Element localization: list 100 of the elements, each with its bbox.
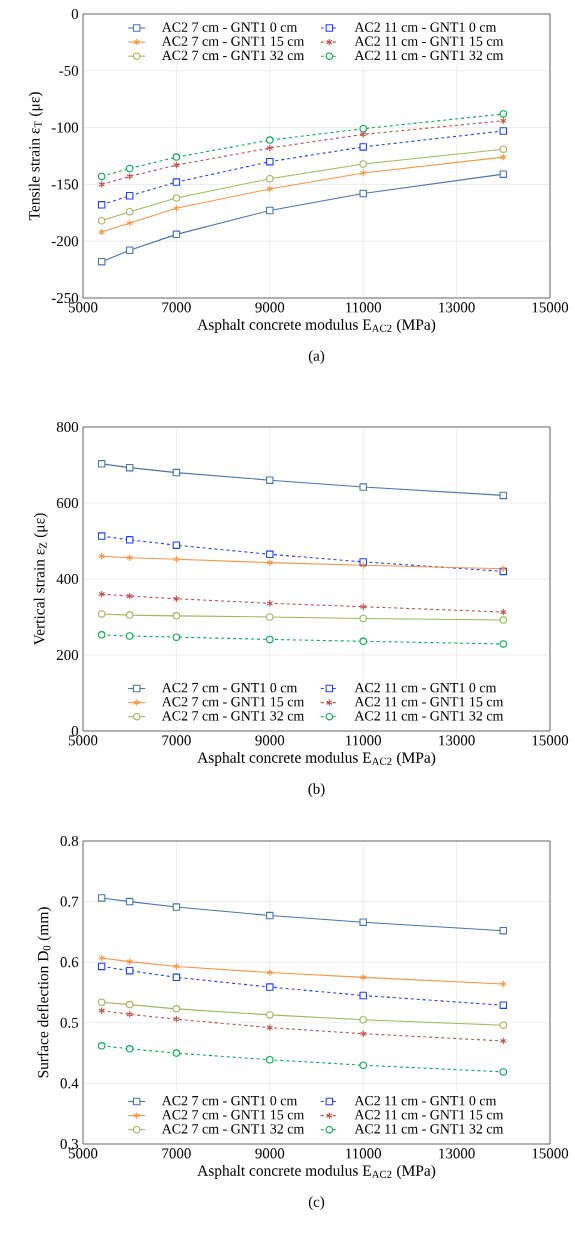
point bbox=[266, 558, 274, 567]
point bbox=[172, 153, 181, 161]
point bbox=[173, 161, 180, 169]
point bbox=[266, 613, 274, 621]
point bbox=[173, 555, 180, 563]
legend-label: AC2 11 cm - GNT1 15 cm bbox=[354, 36, 504, 46]
point bbox=[172, 1049, 181, 1057]
x-tick-label: 9000 bbox=[255, 735, 285, 746]
text: (b) bbox=[308, 783, 325, 797]
point bbox=[266, 136, 274, 144]
point bbox=[126, 553, 134, 562]
point bbox=[97, 216, 106, 225]
point bbox=[125, 463, 134, 472]
point bbox=[499, 117, 507, 125]
point bbox=[172, 633, 181, 641]
point bbox=[98, 552, 105, 560]
y-tick-label: 0.6 bbox=[60, 957, 79, 968]
y-axis-title: Vertical strain ε$_{Z}$ (με) bbox=[33, 513, 48, 646]
point bbox=[98, 228, 105, 236]
point bbox=[499, 640, 508, 648]
point bbox=[499, 170, 508, 178]
point bbox=[125, 207, 134, 216]
point bbox=[97, 894, 106, 902]
point bbox=[499, 1037, 507, 1045]
point bbox=[266, 635, 274, 644]
point bbox=[126, 1010, 134, 1019]
y-tick-label: -150 bbox=[51, 179, 79, 190]
point bbox=[97, 998, 106, 1006]
x-tick-label: 11000 bbox=[346, 1148, 382, 1159]
point bbox=[359, 561, 367, 570]
point bbox=[98, 1006, 105, 1015]
y-tick-label: 0.5 bbox=[60, 1017, 79, 1028]
point bbox=[172, 541, 181, 549]
point bbox=[97, 1042, 106, 1050]
point bbox=[499, 616, 508, 624]
point bbox=[359, 143, 367, 151]
point bbox=[125, 1045, 134, 1053]
point bbox=[359, 918, 367, 926]
point bbox=[172, 612, 181, 620]
x-tick-label: 13000 bbox=[439, 302, 475, 313]
point bbox=[266, 1056, 274, 1064]
point bbox=[125, 246, 134, 255]
point bbox=[172, 973, 181, 982]
x-axis-title: Asphalt concrete modulus E$_{AC2}$ (MPa) bbox=[197, 1164, 436, 1179]
point bbox=[359, 637, 367, 646]
y-tick-label: 400 bbox=[56, 573, 79, 585]
x-tick-label: 9000 bbox=[255, 1148, 285, 1159]
point bbox=[499, 1021, 508, 1029]
point bbox=[98, 954, 105, 962]
point bbox=[499, 926, 508, 935]
point bbox=[359, 169, 367, 177]
point bbox=[499, 491, 508, 500]
y-tick-label: 200 bbox=[56, 649, 79, 661]
point bbox=[359, 124, 367, 133]
point bbox=[499, 1001, 508, 1009]
x-tick-label: 13000 bbox=[439, 1148, 475, 1159]
point bbox=[359, 1061, 367, 1069]
point bbox=[126, 592, 134, 600]
text: (a) bbox=[308, 350, 325, 364]
point bbox=[172, 194, 181, 202]
legend-label: AC2 7 cm - GNT1 15 cm bbox=[161, 1110, 305, 1120]
point bbox=[359, 991, 367, 1000]
point bbox=[97, 962, 106, 971]
legend-label: AC2 7 cm - GNT1 32 cm bbox=[161, 711, 305, 721]
x-tick-label: 15000 bbox=[532, 1148, 569, 1159]
legend-label: AC2 7 cm - GNT1 15 cm bbox=[161, 36, 305, 46]
legend-label: AC2 11 cm - GNT1 0 cm bbox=[354, 682, 497, 693]
x-tick-label: 7000 bbox=[162, 735, 191, 746]
point bbox=[97, 460, 106, 468]
legend-label: AC2 11 cm - GNT1 15 cm bbox=[354, 697, 504, 707]
point bbox=[266, 1011, 274, 1019]
y-tick-label: -50 bbox=[59, 65, 79, 76]
point bbox=[359, 1016, 367, 1024]
y-tick-label: 0.7 bbox=[60, 896, 79, 907]
y-tick-label: 0 bbox=[71, 8, 79, 20]
x-tick-label: 5000 bbox=[68, 302, 98, 313]
point bbox=[98, 590, 105, 598]
legend-label: AC2 11 cm - GNT1 0 cm bbox=[354, 22, 497, 32]
point bbox=[126, 957, 134, 966]
x-tick-label: 13000 bbox=[439, 735, 475, 746]
text: (c) bbox=[308, 1196, 325, 1210]
legend-label: AC2 11 cm - GNT1 15 cm bbox=[354, 1110, 504, 1120]
point bbox=[359, 189, 367, 198]
point bbox=[97, 631, 106, 639]
point bbox=[126, 172, 134, 181]
point bbox=[125, 611, 134, 619]
point bbox=[126, 219, 134, 227]
point bbox=[97, 610, 106, 618]
point bbox=[266, 911, 274, 920]
legend-label: AC2 11 cm - GNT1 0 cm bbox=[354, 1095, 497, 1106]
point bbox=[499, 608, 507, 616]
x-axis-title: Asphalt concrete modulus E$_{AC2}$ (MPa) bbox=[197, 751, 436, 766]
legend-label: AC2 7 cm - GNT1 0 cm bbox=[161, 682, 298, 693]
point bbox=[266, 1023, 274, 1032]
point bbox=[266, 185, 274, 193]
point bbox=[266, 983, 274, 991]
point bbox=[173, 595, 180, 603]
point bbox=[97, 201, 106, 209]
point bbox=[172, 903, 181, 911]
point bbox=[97, 257, 106, 266]
